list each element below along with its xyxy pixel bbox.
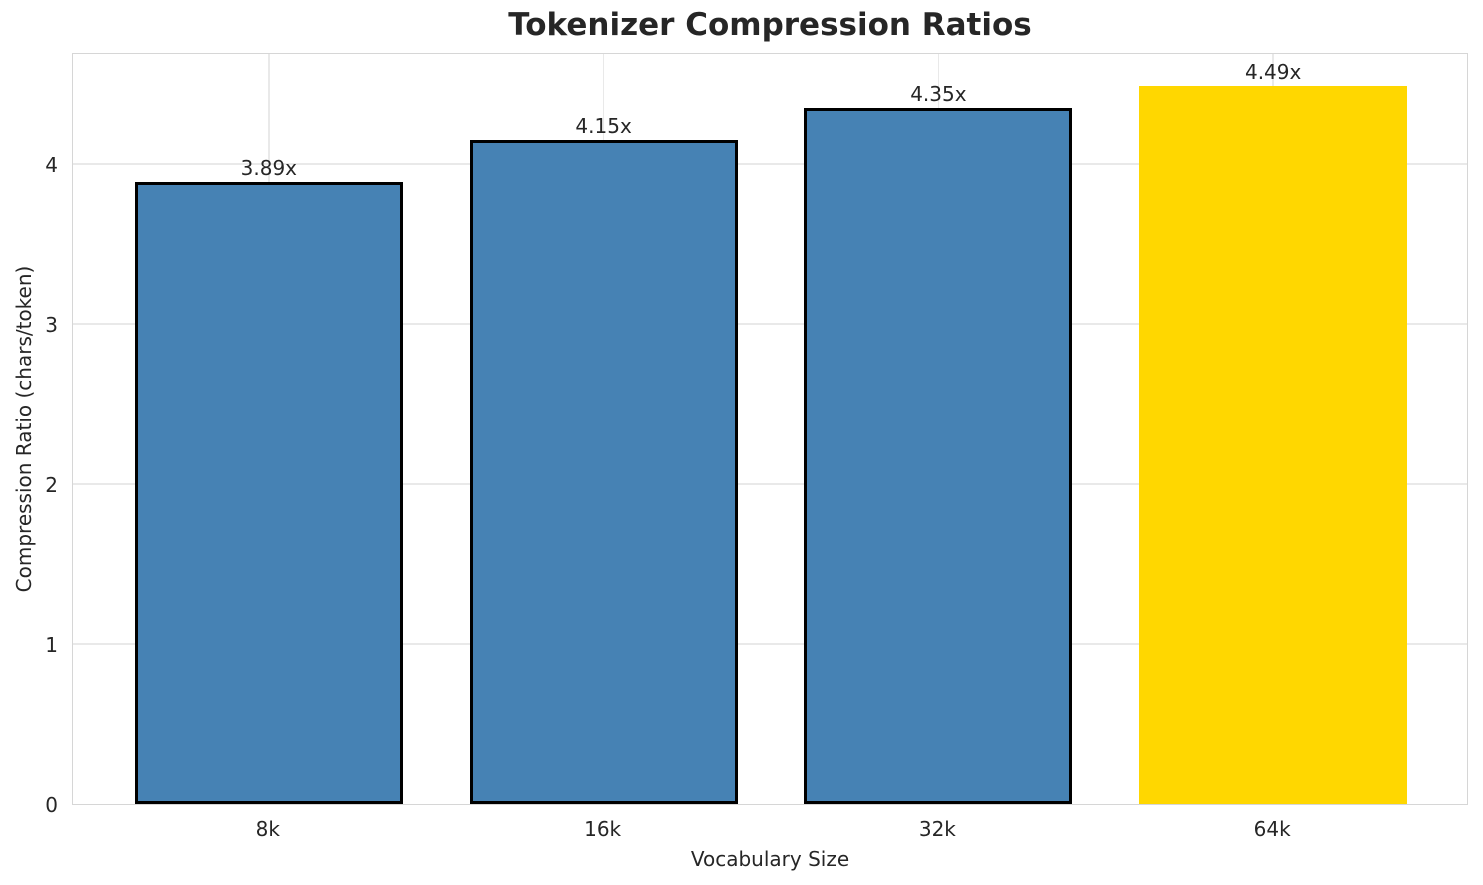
y-tick-label: 4	[45, 153, 58, 177]
x-axis-label: Vocabulary Size	[690, 847, 850, 871]
y-tick-label: 0	[45, 793, 58, 817]
bar-value-label: 4.49x	[1244, 59, 1302, 84]
plot-area: 3.89x 4.15x 4.35x 4.49x	[72, 53, 1468, 805]
bar-value-label: 4.35x	[910, 82, 967, 106]
x-tick-label: 64k	[1253, 817, 1291, 841]
bar-32k	[804, 108, 1073, 804]
x-tick-label: 8k	[255, 817, 280, 841]
x-tick-label: 32k	[918, 817, 956, 841]
bar-value-label: 4.15x	[575, 114, 632, 138]
bar-64k	[1139, 85, 1408, 804]
x-tick-label: 16k	[584, 817, 622, 841]
bar-8k	[134, 181, 403, 804]
bar-value-label: 3.89x	[240, 155, 298, 180]
h-gridline	[73, 643, 1467, 645]
bar-16k	[469, 140, 738, 804]
y-tick-label: 1	[45, 633, 58, 657]
h-gridline	[73, 323, 1467, 325]
chart-title: Tokenizer Compression Ratios	[508, 7, 1032, 43]
y-tick-label: 2	[45, 473, 58, 497]
h-gridline	[73, 163, 1467, 165]
h-gridline	[73, 483, 1467, 485]
y-tick-label: 3	[45, 313, 58, 337]
